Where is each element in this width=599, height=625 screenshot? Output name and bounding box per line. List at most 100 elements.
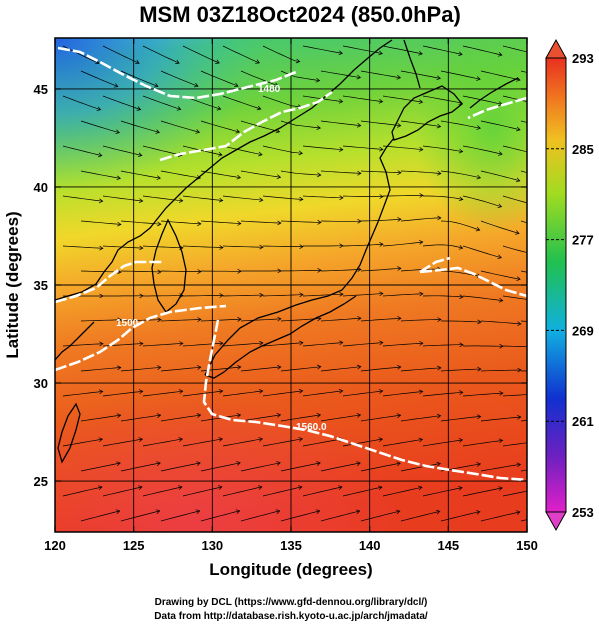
streamline [400,170,441,174]
streamline-arrowhead [215,59,220,64]
streamline [320,462,361,472]
streamline-arrowhead [274,82,279,87]
streamline-arrowhead [379,146,384,152]
streamline [502,394,527,397]
streamline-arrowhead [157,221,162,227]
streamline [262,390,303,397]
streamline-arrowhead [99,341,104,347]
streamline-arrowhead [176,106,182,111]
streamline-arrowhead [395,509,401,515]
streamline [160,510,200,522]
y-tick-label: 30 [34,376,48,391]
streamline-arrowhead [157,365,162,370]
streamline [62,391,103,397]
streamline-arrowhead [356,364,362,370]
streamline-arrowhead [299,244,304,249]
chart-title: MSM 03Z18Oct2024 (850.0hPa) [139,2,461,27]
streamline [342,145,383,150]
streamline-arrowhead [475,226,481,232]
streamline-arrowhead [316,412,322,418]
x-tick-label: 145 [437,538,459,553]
streamline-arrowhead [356,122,362,128]
streamline [222,438,263,447]
streamline [80,367,121,372]
streamline [80,70,118,87]
streamline [142,95,181,110]
streamline [382,486,423,497]
streamline-arrowhead [259,340,264,346]
y-axis-ticks: 25 30 35 40 45 [34,82,527,489]
streamline-arrowhead [156,461,161,466]
streamline [360,510,400,522]
streamline [80,510,120,522]
streamline-arrowhead [98,485,103,490]
streamline [320,366,361,372]
streamline-arrowhead [117,221,122,227]
x-tick-label: 140 [359,538,381,553]
streamline [200,170,241,179]
streamline-arrowhead [277,316,282,322]
streamline-arrowhead [156,175,161,181]
streamline [142,486,182,497]
streamline-arrowhead [178,198,184,203]
streamline [342,342,383,347]
streamline-arrowhead [437,215,442,221]
streamline-arrowhead [419,147,424,152]
streamline [502,442,527,447]
streamline-arrowhead [517,321,522,327]
streamline-arrowhead [235,128,241,134]
contour-1540 [419,96,527,298]
coast-hokkaido [391,85,463,141]
streamline [120,120,160,133]
streamline [262,145,303,154]
streamline [462,145,503,155]
streamline [422,391,463,397]
streamline [182,245,224,248]
contour-1500 [55,90,333,304]
streamline-arrowhead [317,267,322,273]
streamline-arrowhead [397,316,402,321]
streamline-arrowhead [397,266,402,271]
streamline [120,270,162,273]
streamline [462,487,503,497]
streamline-arrowhead [295,58,301,64]
streamline [422,487,463,497]
streamline-arrowhead [497,52,503,57]
streamline-arrowhead [396,413,402,418]
streamline-arrowhead [316,364,322,370]
streamline-arrowhead [316,125,321,131]
x-axis-ticks: 120 125 130 135 140 145 150 [44,38,538,553]
streamline-arrowhead [219,293,224,298]
streamline-arrowhead [379,340,384,346]
streamline [262,294,304,297]
streamline [142,145,182,156]
colorbar-ticks: 253 261 269 277 285 293 [546,51,594,520]
contour-1520 [55,304,227,372]
streamline [440,220,480,231]
streamline [382,342,423,347]
contour-lines [55,46,527,482]
streamline [240,220,281,224]
streamline [142,45,180,64]
streamline [382,391,423,397]
streamline-arrowhead [218,437,224,442]
streamline [62,438,103,447]
streamline-arrowhead [515,230,520,235]
map-plot: 1480 1500 1560.0 [55,38,527,532]
streamline-arrowhead [236,413,242,418]
streamline [62,145,102,156]
streamline [400,415,441,422]
colorbar-bottom-arrow [545,511,567,532]
streamline-arrowhead [378,50,383,56]
y-axis-label: Latitude (degrees) [3,211,22,358]
streamline [440,170,481,179]
streamline [222,45,260,64]
streamline [383,195,424,197]
streamline-arrowhead [259,244,264,250]
streamline-arrowhead [236,174,242,180]
streamline [222,95,261,110]
colorbar: 253 261 269 277 285 293 [545,38,594,532]
streamline [360,366,401,372]
streamline-arrowhead [298,437,304,442]
